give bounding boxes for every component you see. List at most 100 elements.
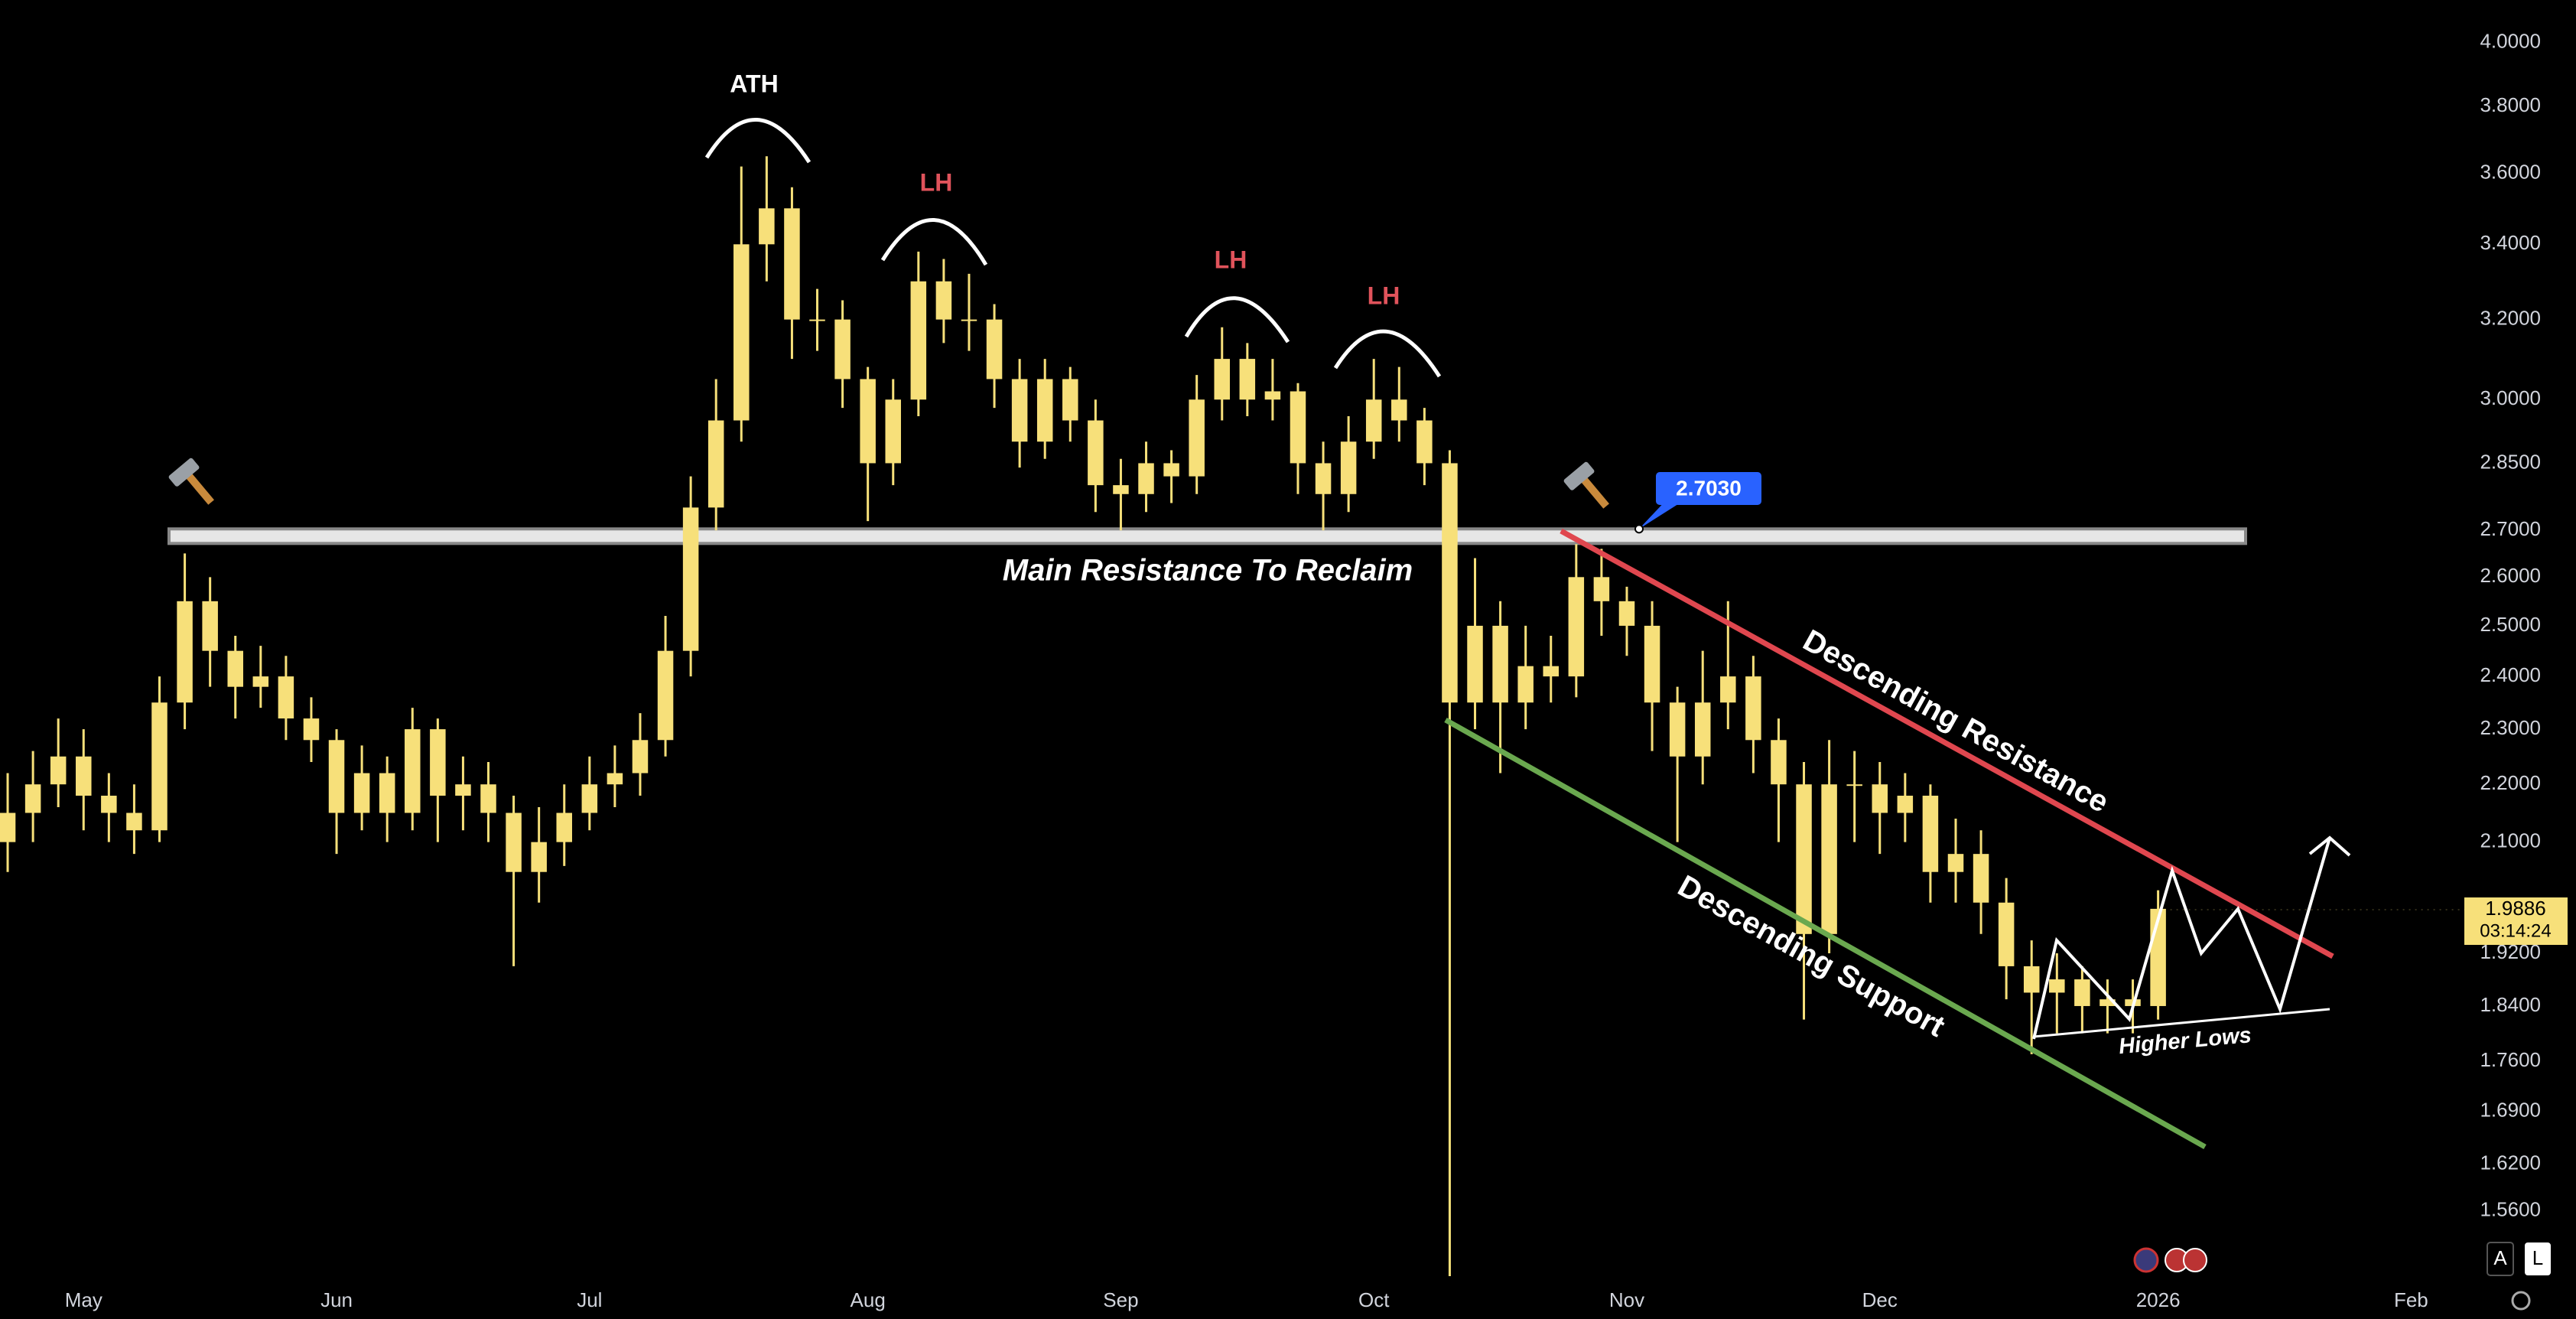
candle-body: [1669, 702, 1686, 757]
higher-lows-line: [2033, 1008, 2330, 1038]
peak-arc: [1184, 296, 1290, 344]
x-tick-label: Sep: [1103, 1288, 1138, 1311]
candle-body: [303, 718, 320, 741]
candle-body: [1998, 902, 2015, 966]
y-tick-label: 2.8500: [2480, 450, 2541, 473]
y-tick-label: 2.7000: [2480, 517, 2541, 540]
y-tick-label: 3.4000: [2480, 231, 2541, 254]
candle-body: [1593, 577, 1610, 601]
candle-body: [278, 676, 294, 719]
candle-body: [657, 650, 674, 741]
candle-body: [506, 813, 522, 872]
candle-body: [1846, 784, 1862, 787]
bar-countdown: 03:14:24: [2480, 920, 2551, 941]
candle-body: [1872, 784, 1888, 813]
log-scale-label[interactable]: L: [2532, 1246, 2543, 1269]
candle-body: [1315, 463, 1332, 494]
candle-body: [910, 281, 927, 400]
y-tick-label: 2.2000: [2480, 771, 2541, 794]
candles: [0, 156, 2464, 1277]
y-tick-label: 1.6900: [2480, 1099, 2541, 1122]
candle-body: [707, 420, 724, 508]
peak-arc: [1333, 329, 1442, 378]
last-price-box: [2464, 897, 2568, 946]
candle-body: [1163, 463, 1179, 477]
candle-body: [935, 281, 952, 320]
candle-body: [24, 784, 41, 813]
log-scale-button[interactable]: [2525, 1242, 2551, 1275]
hammer-icon: [1563, 461, 1609, 509]
candle-body: [1694, 702, 1711, 757]
candle-body: [353, 773, 370, 813]
candle-body: [1239, 359, 1256, 400]
auto-scale-label[interactable]: A: [2493, 1246, 2507, 1269]
y-tick-label: 2.5000: [2480, 613, 2541, 636]
candle-body: [961, 319, 977, 321]
resistance-label: Main Resistance To Reclaim: [1003, 554, 1413, 588]
candle-body: [1644, 625, 1660, 703]
y-tick-label: 4.0000: [2480, 30, 2541, 53]
candle-body: [1113, 485, 1129, 494]
candle-body: [1088, 420, 1104, 486]
event-icon[interactable]: [2183, 1248, 2207, 1272]
candle-body: [1138, 463, 1154, 494]
candle-body: [405, 729, 421, 813]
y-tick-label: 3.2000: [2480, 306, 2541, 329]
peak-arc: [704, 118, 812, 164]
candle-body: [2074, 979, 2090, 1006]
candle-body: [1189, 399, 1205, 477]
y-tick-label: 1.7600: [2480, 1048, 2541, 1071]
candle-body: [759, 208, 775, 245]
candle-body: [1340, 441, 1357, 494]
candle-body: [1290, 391, 1306, 464]
candle-body: [76, 756, 92, 796]
y-tick-label: 3.0000: [2480, 386, 2541, 409]
candle-body: [1618, 601, 1635, 626]
y-tick-label: 3.8000: [2480, 93, 2541, 116]
peak-arc: [880, 218, 988, 266]
candle-body: [2049, 979, 2065, 993]
candle-body: [1796, 784, 1812, 934]
projection-path: [2032, 837, 2331, 1040]
x-tick-label: Oct: [1358, 1288, 1390, 1311]
candle-body: [1922, 796, 1939, 872]
settings-icon[interactable]: [2511, 1291, 2531, 1311]
candle-body: [1391, 399, 1407, 421]
candle-body: [2100, 999, 2116, 1006]
candle-body: [1365, 399, 1382, 442]
candle-body: [986, 319, 1003, 379]
candle-body: [1745, 676, 1761, 741]
candle-body: [834, 319, 851, 379]
y-tick-label: 2.3000: [2480, 716, 2541, 739]
candle-body: [556, 813, 572, 842]
x-tick-label: Dec: [1862, 1288, 1898, 1311]
x-tick-label: Feb: [2394, 1288, 2428, 1311]
candle-body: [1036, 379, 1053, 442]
candle-body: [1214, 359, 1231, 400]
hammer-icon: [168, 458, 214, 505]
descending-resistance-line: [1560, 528, 2334, 959]
candle-body: [1492, 625, 1508, 703]
candle-body: [1947, 854, 1964, 872]
x-tick-label: Jun: [320, 1288, 353, 1311]
candle-body: [581, 784, 598, 813]
candle-body: [177, 601, 193, 703]
y-tick-label: 1.5600: [2480, 1198, 2541, 1221]
x-tick-label: Nov: [1609, 1288, 1644, 1311]
candle-body: [682, 507, 699, 651]
price-pill-anchor: [1634, 524, 1644, 534]
candle-body: [1720, 676, 1736, 703]
candle-body: [1897, 796, 1914, 813]
candle-body: [1467, 625, 1483, 703]
candle-body: [252, 676, 269, 687]
candle-body: [607, 773, 623, 785]
candle-body: [126, 813, 142, 831]
auto-scale-button[interactable]: [2487, 1242, 2514, 1276]
candle-body: [101, 796, 117, 813]
event-icon[interactable]: [2133, 1247, 2159, 1273]
candle-body: [328, 740, 345, 813]
